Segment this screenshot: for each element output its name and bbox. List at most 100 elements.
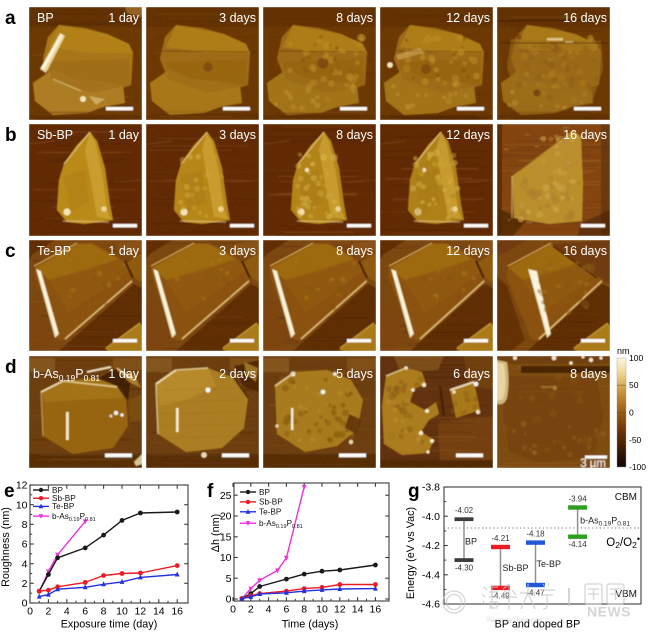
svg-text:15: 15: [220, 531, 232, 543]
svg-text:Δh (nm): Δh (nm): [210, 514, 222, 552]
svg-text:Sb-BP: Sb-BP: [503, 563, 529, 573]
svg-text:3 days: 3 days: [219, 244, 256, 258]
svg-text:-3.8: -3.8: [422, 482, 440, 494]
svg-text:BP: BP: [465, 537, 477, 547]
svg-text:16: 16: [370, 604, 382, 616]
svg-text:VBM: VBM: [615, 589, 637, 600]
svg-text:8: 8: [101, 606, 107, 618]
svg-text:1 day: 1 day: [108, 244, 139, 258]
svg-text:Energy (eV vs Vac): Energy (eV vs Vac): [405, 507, 417, 599]
svg-text:12: 12: [334, 604, 346, 616]
svg-text:0: 0: [22, 598, 28, 610]
svg-text:2: 2: [45, 606, 51, 618]
svg-text:Te-BP: Te-BP: [537, 559, 562, 569]
svg-text:-4.49: -4.49: [491, 591, 510, 600]
svg-text:-4.6: -4.6: [422, 599, 440, 611]
svg-text:8 days: 8 days: [336, 11, 373, 25]
svg-text:Sb-BP: Sb-BP: [37, 128, 73, 142]
svg-text:-50: -50: [629, 435, 642, 445]
svg-text:12 days: 12 days: [446, 11, 490, 25]
svg-text:14: 14: [153, 606, 165, 618]
svg-text:-4.4: -4.4: [422, 569, 440, 581]
svg-text:-4.02: -4.02: [455, 506, 474, 515]
svg-text:5 days: 5 days: [336, 367, 373, 381]
svg-text:12 days: 12 days: [446, 244, 490, 258]
svg-text:-4.30: -4.30: [455, 564, 474, 573]
svg-text:BP: BP: [52, 486, 63, 495]
svg-text:Tsinghua University: Tsinghua University: [486, 617, 543, 624]
svg-text:16 days: 16 days: [563, 128, 607, 142]
svg-text:2: 2: [248, 604, 254, 616]
svg-text:12 days: 12 days: [446, 128, 490, 142]
svg-text:b-As0.19P0.81: b-As0.19P0.81: [52, 512, 96, 523]
svg-text:Te-BP: Te-BP: [52, 502, 75, 511]
svg-text:0: 0: [230, 604, 236, 616]
svg-text:16 days: 16 days: [563, 244, 607, 258]
svg-text:-4.2: -4.2: [422, 540, 440, 552]
svg-text:10: 10: [116, 606, 128, 618]
svg-text:Te-BP: Te-BP: [37, 244, 71, 258]
svg-text:10: 10: [316, 604, 328, 616]
svg-text:16: 16: [171, 606, 183, 618]
svg-text:10: 10: [16, 499, 28, 511]
svg-text:5: 5: [226, 573, 232, 585]
svg-text:16 days: 16 days: [563, 11, 607, 25]
svg-text:25: 25: [220, 490, 232, 502]
svg-text:12: 12: [135, 606, 147, 618]
svg-text:2: 2: [22, 578, 28, 590]
svg-text:0: 0: [629, 408, 634, 418]
svg-text:Sb-BP: Sb-BP: [52, 494, 76, 503]
svg-text:50: 50: [629, 380, 639, 390]
svg-text:8 days: 8 days: [336, 244, 373, 258]
svg-text:3 days: 3 days: [219, 128, 256, 142]
svg-text:8 days: 8 days: [336, 128, 373, 142]
svg-text:BP and doped BP: BP and doped BP: [495, 619, 581, 631]
svg-text:Exposure time (day): Exposure time (day): [61, 619, 158, 631]
svg-text:Time (days): Time (days): [282, 619, 339, 631]
svg-text:6: 6: [82, 606, 88, 618]
svg-text:3 days: 3 days: [219, 11, 256, 25]
svg-text:1 day: 1 day: [108, 128, 139, 142]
svg-text:6 days: 6 days: [453, 367, 490, 381]
svg-text:BP: BP: [37, 11, 54, 25]
svg-text:6: 6: [22, 539, 28, 551]
svg-text:Sb-BP: Sb-BP: [259, 498, 283, 507]
svg-text:12: 12: [16, 480, 28, 492]
svg-text:4: 4: [266, 604, 272, 616]
svg-text:c: c: [5, 241, 16, 262]
svg-text:BP: BP: [259, 488, 270, 497]
svg-text:CBM: CBM: [615, 492, 637, 503]
svg-text:-4.21: -4.21: [491, 534, 510, 543]
svg-text:8 days: 8 days: [570, 367, 607, 381]
svg-text:d: d: [5, 357, 17, 378]
svg-text:-4.18: -4.18: [526, 530, 545, 539]
svg-text:14: 14: [352, 604, 364, 616]
svg-text:100: 100: [629, 353, 643, 363]
svg-text:4: 4: [22, 558, 28, 570]
svg-text:0: 0: [226, 594, 232, 606]
svg-text:2 days: 2 days: [219, 367, 256, 381]
svg-text:Te-BP: Te-BP: [259, 508, 282, 517]
svg-text:e: e: [4, 481, 15, 502]
svg-text:nm: nm: [617, 346, 630, 356]
svg-text:-3.94: -3.94: [568, 495, 587, 504]
svg-text:b-As0.19P0.81: b-As0.19P0.81: [33, 367, 100, 383]
svg-text:0: 0: [27, 606, 33, 618]
svg-text:8: 8: [22, 519, 28, 531]
svg-text:20: 20: [220, 511, 232, 523]
svg-text:Roughness (nm): Roughness (nm): [0, 507, 12, 587]
svg-text:O2/O2•: O2/O2•: [606, 534, 640, 550]
svg-text:4: 4: [64, 606, 70, 618]
svg-text:g: g: [408, 481, 420, 502]
svg-text:-4.14: -4.14: [568, 540, 587, 549]
svg-text:b: b: [5, 125, 17, 146]
svg-text:10: 10: [220, 552, 232, 564]
svg-text:b-As0.19P0.81: b-As0.19P0.81: [259, 519, 303, 530]
svg-text:a: a: [5, 8, 16, 29]
svg-text:-4.0: -4.0: [422, 511, 440, 523]
svg-text:6: 6: [283, 604, 289, 616]
svg-text:8: 8: [301, 604, 307, 616]
svg-text:NEWS: NEWS: [587, 604, 631, 620]
svg-text:-100: -100: [629, 462, 646, 472]
svg-text:1 day: 1 day: [108, 11, 139, 25]
